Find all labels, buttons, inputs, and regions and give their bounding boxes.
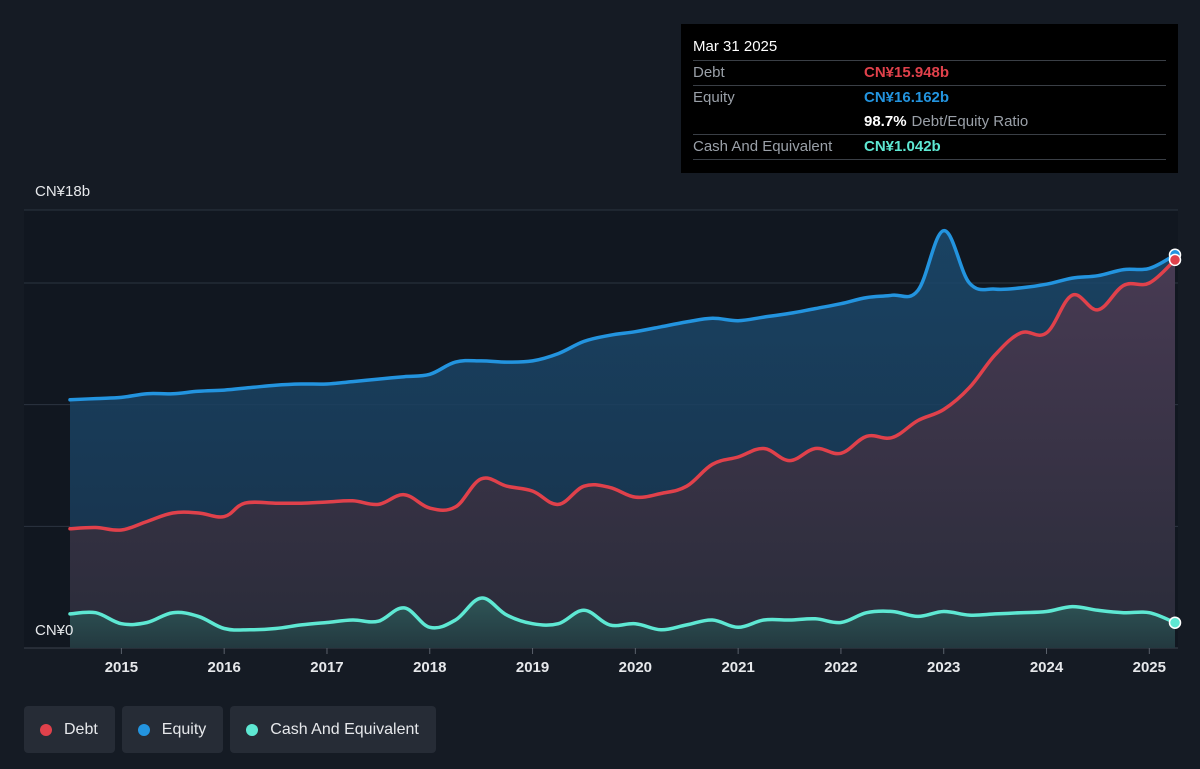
tooltip-debt-value: CN¥15.948b xyxy=(864,64,950,81)
equity-dot-icon xyxy=(137,723,150,736)
legend-cash-label: Cash And Equivalent xyxy=(270,720,419,738)
debt-dot-icon xyxy=(40,723,52,736)
tooltip-ratio-label: Debt/Equity Ratio xyxy=(911,113,1029,130)
x-tick-label: 2017 xyxy=(310,659,343,676)
x-tick-label: 2022 xyxy=(824,659,857,676)
debt-end-point xyxy=(1168,253,1182,267)
tooltip-cash-label: Cash And Equivalent xyxy=(693,138,833,155)
x-tick-label: 2021 xyxy=(721,659,754,676)
x-tick-label: 2019 xyxy=(516,659,549,676)
x-tick-label: 2025 xyxy=(1133,659,1166,676)
tooltip-ratio-value: 98.7% xyxy=(864,113,907,130)
tooltip-ratio-row: 98.7% Debt/Equity Ratio xyxy=(693,110,1166,134)
tooltip-cash-row: Cash And Equivalent CN¥1.042b xyxy=(693,134,1166,160)
equity-line xyxy=(68,228,1177,402)
debt-line xyxy=(68,258,1177,532)
x-tick-label: 2024 xyxy=(1030,659,1064,676)
cash-end-point xyxy=(1168,616,1182,629)
tooltip-debt-label: Debt xyxy=(693,64,725,81)
debt-area xyxy=(70,259,1175,648)
legend-item-cash[interactable]: Cash And Equivalent xyxy=(230,706,436,753)
legend-item-equity[interactable]: Equity xyxy=(121,706,224,753)
x-tick-label: 2018 xyxy=(413,659,446,676)
chart-legend: Debt Equity Cash And Equivalent xyxy=(24,706,436,753)
legend-item-debt[interactable]: Debt xyxy=(24,706,115,753)
legend-equity-label: Equity xyxy=(161,720,207,738)
y-axis-min-label: CN¥0 xyxy=(35,622,74,639)
cash-dot-icon xyxy=(246,723,259,736)
tooltip-equity-row: Equity CN¥16.162b xyxy=(693,85,1166,110)
y-axis-max-label: CN¥18b xyxy=(35,183,91,200)
tooltip-cash-value: CN¥1.042b xyxy=(864,138,941,155)
cash-line xyxy=(68,596,1177,632)
tooltip-equity-label: Equity xyxy=(693,89,735,106)
tooltip-equity-value: CN¥16.162b xyxy=(864,89,950,106)
tooltip-debt-row: Debt CN¥15.948b xyxy=(693,60,1166,85)
x-tick-label: 2016 xyxy=(207,659,240,676)
tooltip-date: Mar 31 2025 xyxy=(693,38,778,55)
x-tick-label: 2023 xyxy=(927,659,960,676)
legend-debt-label: Debt xyxy=(64,720,98,738)
x-tick-label: 2020 xyxy=(619,659,652,676)
x-tick-label: 2015 xyxy=(105,659,138,676)
data-tooltip: Mar 31 2025 Debt CN¥15.948b Equity CN¥16… xyxy=(681,24,1178,173)
cash-area xyxy=(70,598,1175,648)
